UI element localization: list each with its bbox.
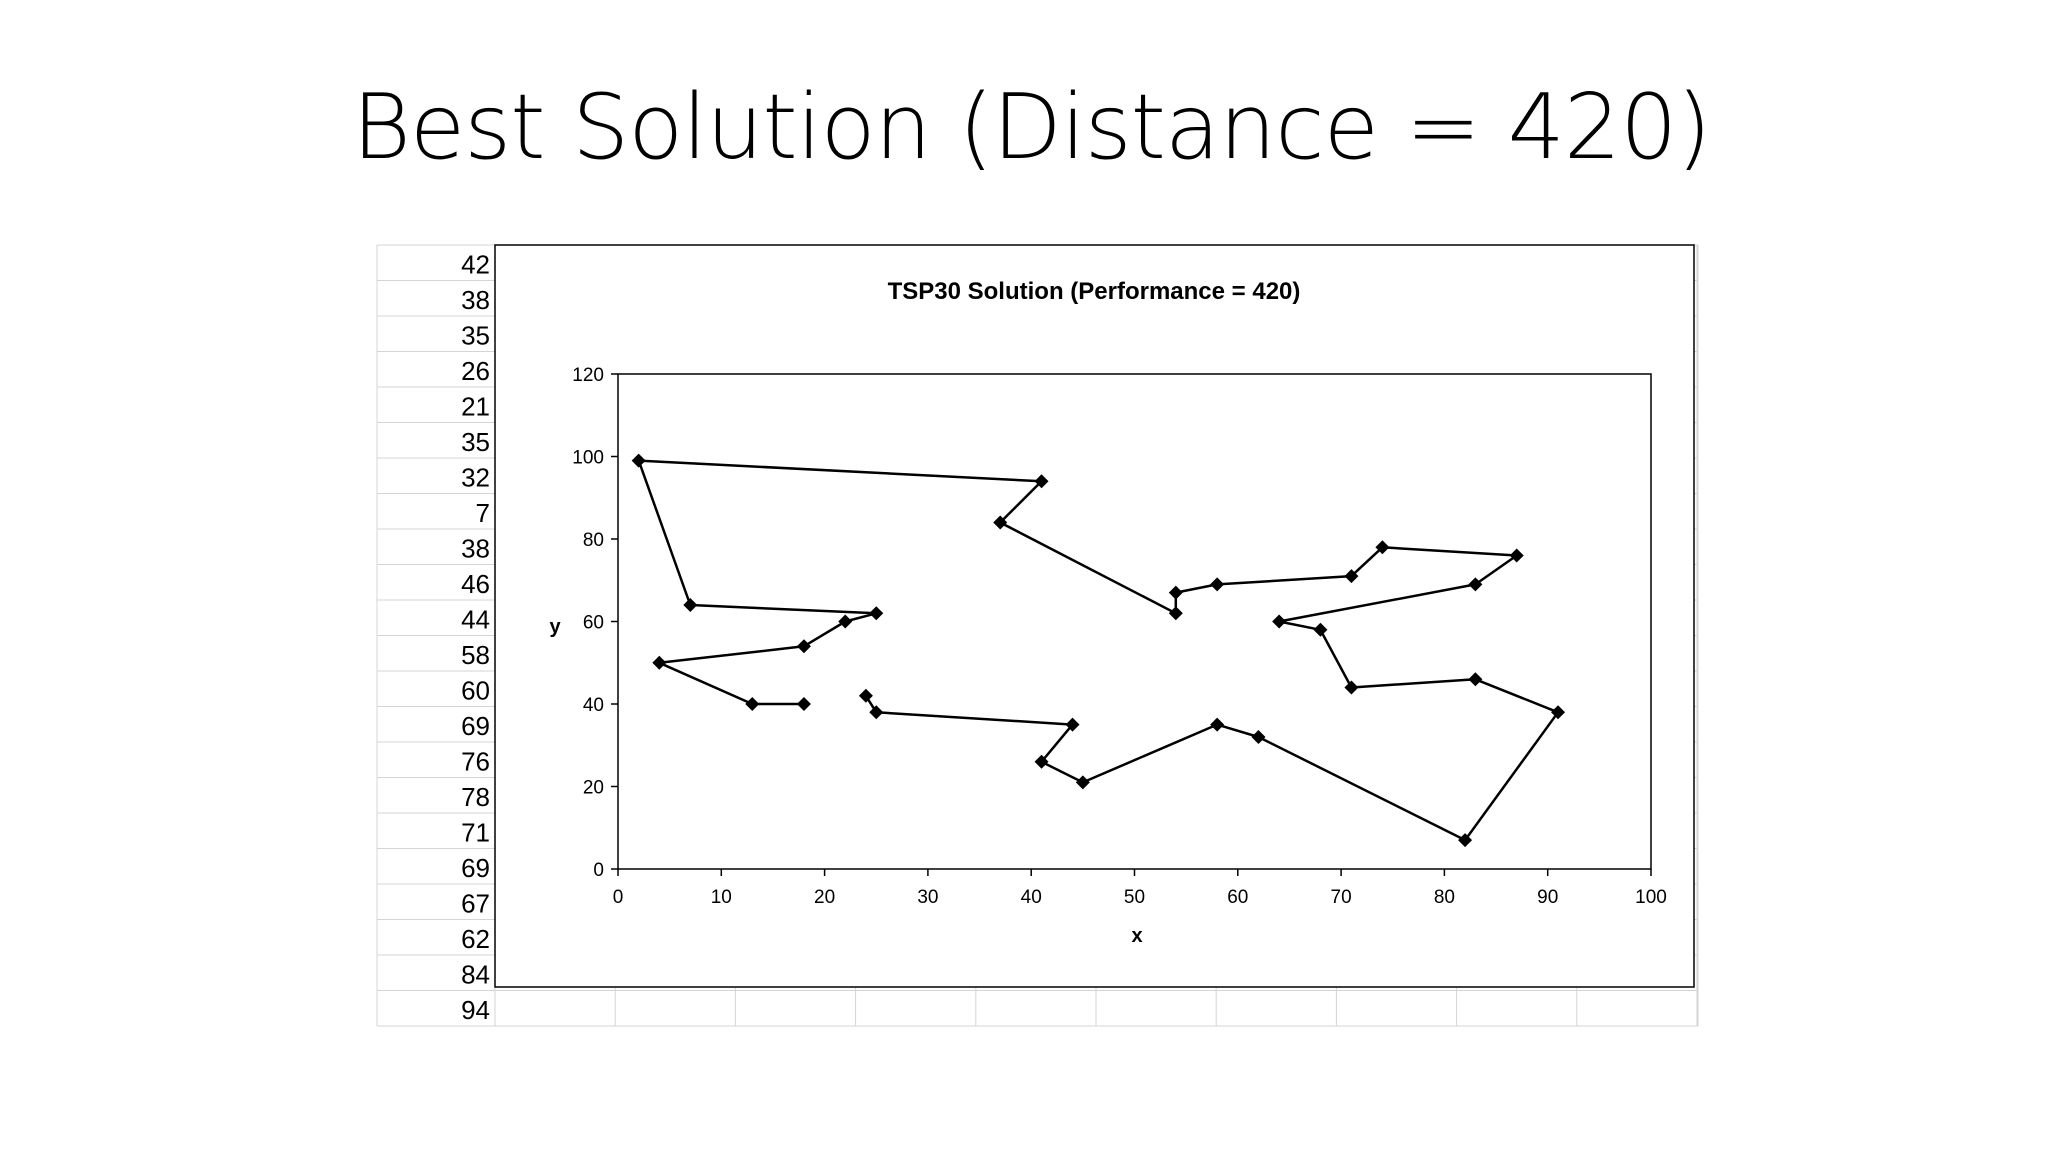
spreadsheet-cell[interactable]: 35 xyxy=(461,321,490,351)
x-tick-label: 60 xyxy=(1227,887,1248,908)
y-tick-label: 100 xyxy=(572,448,604,469)
city-point xyxy=(1034,474,1049,489)
y-axis-label: y xyxy=(549,616,561,638)
city-point xyxy=(652,655,667,670)
x-tick-label: 0 xyxy=(613,887,624,908)
city-point xyxy=(1075,775,1090,790)
x-tick-label: 10 xyxy=(711,887,732,908)
city-point xyxy=(1458,833,1473,848)
city-point xyxy=(1551,705,1566,720)
spreadsheet-cell[interactable]: 62 xyxy=(461,924,490,954)
spreadsheet-cell[interactable]: 60 xyxy=(461,676,490,706)
spreadsheet-cell[interactable]: 44 xyxy=(461,605,490,635)
spreadsheet-cell[interactable]: 21 xyxy=(461,392,490,422)
x-axis-ticks: 0 10 20 30 40 50 60 70 80 90 100 xyxy=(613,869,1667,908)
y-tick-label: 0 xyxy=(593,860,604,881)
city-point xyxy=(1313,622,1328,637)
x-tick-label: 70 xyxy=(1331,887,1352,908)
spreadsheet-cell[interactable]: 84 xyxy=(461,960,490,990)
city-point xyxy=(631,453,646,468)
city-point xyxy=(1034,754,1049,769)
city-point xyxy=(1468,672,1483,687)
city-point xyxy=(838,614,853,629)
spreadsheet-cell[interactable]: 67 xyxy=(461,889,490,919)
city-point xyxy=(1344,680,1359,695)
x-tick-label: 20 xyxy=(814,887,835,908)
spreadsheet-cell[interactable]: 76 xyxy=(461,747,490,777)
y-tick-label: 40 xyxy=(583,695,604,716)
city-point xyxy=(1344,569,1359,584)
y-tick-label: 120 xyxy=(572,365,604,386)
y-tick-label: 60 xyxy=(583,613,604,634)
spreadsheet-cell[interactable]: 38 xyxy=(461,534,490,564)
city-point xyxy=(869,606,884,621)
x-tick-label: 40 xyxy=(1021,887,1042,908)
spreadsheet-cell[interactable]: 26 xyxy=(461,356,490,386)
spreadsheet-cell[interactable]: 69 xyxy=(461,853,490,883)
spreadsheet-cell[interactable]: 38 xyxy=(461,285,490,315)
city-point xyxy=(1210,577,1225,592)
city-point xyxy=(1168,606,1183,621)
spreadsheet-cell[interactable]: 7 xyxy=(476,498,490,528)
city-point xyxy=(1375,540,1390,555)
city-point xyxy=(796,639,811,654)
spreadsheet-cell[interactable]: 42 xyxy=(461,250,490,280)
city-point xyxy=(1065,717,1080,732)
city-point xyxy=(1251,730,1266,744)
spreadsheet-cell[interactable]: 71 xyxy=(461,818,490,848)
x-tick-label: 50 xyxy=(1124,887,1145,908)
city-point xyxy=(993,515,1008,530)
city-point xyxy=(858,688,873,703)
spreadsheet-cell[interactable]: 78 xyxy=(461,782,490,812)
spreadsheet-cell[interactable]: 46 xyxy=(461,569,490,599)
city-point xyxy=(869,705,884,720)
x-axis-label: x xyxy=(1131,925,1142,947)
y-tick-label: 20 xyxy=(583,778,604,799)
spreadsheet-cell[interactable]: 69 xyxy=(461,711,490,741)
chart-title: TSP30 Solution (Performance = 420) xyxy=(888,278,1301,305)
y-axis-ticks: 0 20 40 60 80 100 120 xyxy=(572,365,618,881)
city-point xyxy=(1468,577,1483,592)
spreadsheet-cell[interactable]: 32 xyxy=(461,463,490,493)
x-tick-label: 30 xyxy=(917,887,938,908)
x-tick-label: 100 xyxy=(1635,887,1667,908)
slide-title: Best Solution (Distance = 420) xyxy=(352,75,1711,180)
city-point xyxy=(683,598,698,612)
x-tick-label: 80 xyxy=(1434,887,1455,908)
spreadsheet-cell[interactable]: 35 xyxy=(461,427,490,457)
city-point xyxy=(745,697,760,711)
city-point xyxy=(1509,548,1524,563)
x-tick-label: 90 xyxy=(1537,887,1558,908)
tour-series xyxy=(631,453,1566,848)
city-point xyxy=(796,697,811,711)
y-tick-label: 80 xyxy=(583,530,604,551)
plot-area xyxy=(617,373,1652,870)
city-point xyxy=(1168,585,1183,600)
city-point xyxy=(1272,614,1287,629)
city-point xyxy=(1210,717,1225,732)
spreadsheet-cell[interactable]: 94 xyxy=(461,995,490,1025)
spreadsheet-cell[interactable]: 58 xyxy=(461,640,490,670)
spreadsheet-row-values: 42 38 35 26 21 35 32 7 38 46 44 58 60 69 76 78 71 69 67 62 8… xyxy=(461,250,490,1026)
